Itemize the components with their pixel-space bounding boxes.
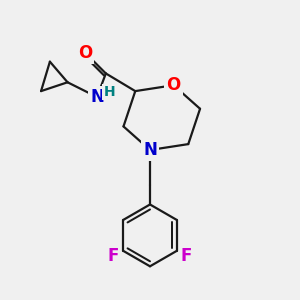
Text: F: F <box>181 248 192 266</box>
Text: F: F <box>108 248 119 266</box>
Text: H: H <box>103 85 115 99</box>
Text: O: O <box>167 76 181 94</box>
Text: N: N <box>143 141 157 159</box>
Text: N: N <box>90 88 104 106</box>
Text: O: O <box>78 44 92 62</box>
